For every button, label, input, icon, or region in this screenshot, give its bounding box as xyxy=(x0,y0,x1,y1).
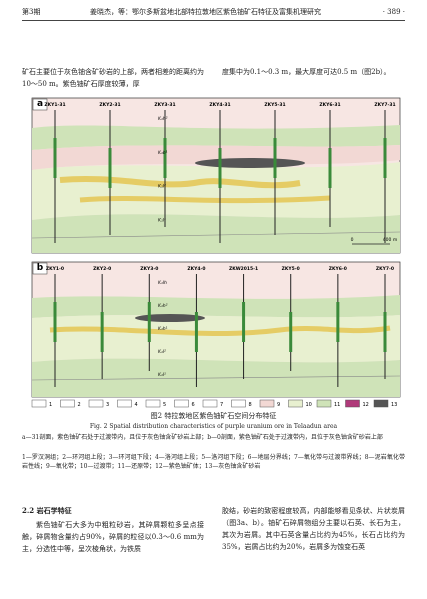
well-label: ZKY5-31 xyxy=(264,102,285,108)
legend-number: 11 xyxy=(334,402,340,408)
section-heading: 2.2 岩石学特征 xyxy=(22,506,72,515)
page-number: · 389 · xyxy=(382,8,405,16)
intro-right: 度集中为0.1～0.3 m，最大厚度可达0.5 m（图2b）。 xyxy=(222,68,391,76)
well-label: ZKY2-0 xyxy=(93,266,111,272)
figure-note: a—31剖面，紫色铀矿石处于过渡带内，且位于灰色铀含矿砂岩上部；b—0剖面，紫色… xyxy=(22,434,383,441)
section-left: 紫色铀矿石大多为中粗粒砂岩，其碎屑颗粒多呈点接触，碎屑物含量约占90%，碎屑的粒… xyxy=(22,521,204,553)
legend-swatch xyxy=(202,399,218,408)
panel-a: a ZKY1-31 ZKY2-31 ZKY3-31 ZKY4-31 ZKY5-31 ZKY6… xyxy=(31,97,401,254)
well-label: ZKY7-0 xyxy=(376,266,394,272)
legend-number: 12 xyxy=(363,402,369,408)
well-ore xyxy=(336,302,340,342)
well-label: ZKY4-31 xyxy=(209,102,230,108)
legend-number: 9 xyxy=(277,402,280,408)
stratum-label: K₁h² xyxy=(158,303,168,309)
legend-swatch xyxy=(174,399,189,408)
well-ore xyxy=(328,148,332,188)
legend-swatch xyxy=(88,399,104,408)
legend-number: 4 xyxy=(135,402,138,408)
well-label: ZKY6-31 xyxy=(319,102,340,108)
legend: 1 2 3 4 5 6 7 8 9 10 11 12 13 xyxy=(31,399,397,408)
panel-b: b ZKY1-0 ZKY2-0 ZKY3-0 ZKY4-0 ZKW2015-1 ZKY5-0… xyxy=(31,261,401,398)
well-ore xyxy=(383,138,387,178)
running-title: 姜晓杰，等：鄂尔多斯盆地北部特拉敦地区紫色铀矿石特征及富集机理研究 xyxy=(90,8,321,16)
well-ore xyxy=(147,302,151,342)
well-ore xyxy=(383,312,387,352)
well-ore xyxy=(108,148,112,188)
well-label: ZKY6-0 xyxy=(329,266,347,272)
scale-label: 0 xyxy=(351,237,354,243)
well-ore xyxy=(218,148,222,188)
well-ore xyxy=(273,138,277,178)
stratum-label: K₁h¹ xyxy=(158,150,168,156)
legend-swatch xyxy=(31,399,47,408)
well-label: ZKY2-31 xyxy=(99,102,120,108)
well-label: ZKY3-31 xyxy=(154,102,175,108)
caption-cn: 图2 特拉敦地区紫色铀矿石空间分布特征 xyxy=(150,412,277,420)
panel-label: b xyxy=(37,263,44,273)
legend-swatch xyxy=(60,399,75,408)
well-label: ZKY1-0 xyxy=(46,266,64,272)
legend-number: 3 xyxy=(106,402,109,408)
legend-note: 1—罗汉洞组；2—环河组上段；3—环河组下段；4—洛河组上段；5—洛河组下段；6… xyxy=(22,454,405,470)
stratum-label: K₁h² xyxy=(158,116,168,122)
legend-swatch xyxy=(231,399,246,408)
legend-swatch xyxy=(345,399,360,408)
well-ore xyxy=(242,302,246,342)
legend-number: 5 xyxy=(163,402,166,408)
stratum-label: K₁l¹ xyxy=(158,372,166,378)
legend-swatch xyxy=(259,399,275,408)
legend-number: 6 xyxy=(192,402,195,408)
section-right: 胶结，砂岩的致密程度较高，内部能够看见条状、片状炭屑（图3a、b）。铀矿石碎屑物… xyxy=(222,507,405,551)
stratum-label: K₁l² xyxy=(158,184,166,190)
well-ore xyxy=(163,138,167,178)
legend-swatch xyxy=(288,399,303,408)
intro-left: 矿石主要位于灰色铀含矿砂岩的上部，两者相差的距离约为10～50 m。紫色铀矿石厚… xyxy=(22,68,204,88)
scale-label: 400 m xyxy=(383,237,397,243)
well-ore xyxy=(194,312,198,352)
well-label: ZKY5-0 xyxy=(282,266,300,272)
well-ore xyxy=(53,302,57,342)
stratum-label: K₁h¹ xyxy=(158,326,168,332)
legend-number: 7 xyxy=(220,402,223,408)
legend-swatch xyxy=(316,399,332,408)
well-label: ZKY3-0 xyxy=(140,266,158,272)
legend-number: 1 xyxy=(49,402,52,408)
stratum-label: K₁l¹ xyxy=(158,217,166,223)
stratum-label: K₁l² xyxy=(158,349,166,355)
rule xyxy=(22,20,405,21)
legend-number: 8 xyxy=(249,402,252,408)
legend-swatch xyxy=(373,399,389,408)
well-ore xyxy=(100,312,104,352)
stratum-label: K₁lh xyxy=(158,280,167,286)
well-label: ZKY1-31 xyxy=(44,102,65,108)
well-label: ZKY7-31 xyxy=(374,102,395,108)
legend-swatch xyxy=(117,399,132,408)
legend-number: 13 xyxy=(391,402,397,408)
legend-swatch xyxy=(145,399,161,408)
well-ore xyxy=(53,138,57,178)
issue: 第3期 xyxy=(22,8,41,16)
legend-number: 2 xyxy=(78,402,81,408)
panel-label: a xyxy=(37,99,43,109)
legend-number: 10 xyxy=(306,402,312,408)
well-label: ZKW2015-1 xyxy=(229,266,258,272)
caption-en: Fig. 2 Spatial distribution characterist… xyxy=(89,423,338,430)
well-label: ZKY4-0 xyxy=(187,266,205,272)
well-ore xyxy=(289,312,293,352)
